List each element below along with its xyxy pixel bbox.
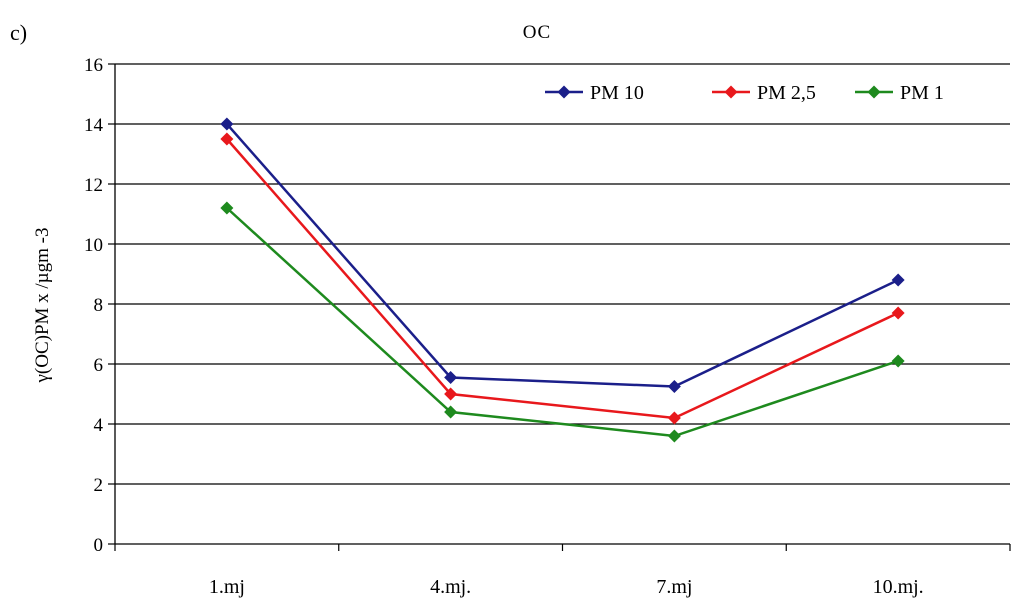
series-line	[226, 207, 899, 438]
legend-item: PM 1	[855, 82, 944, 104]
data-point	[891, 306, 905, 320]
y-tick-label: 2	[94, 475, 104, 496]
data-point	[220, 201, 234, 215]
legend-item: PM 2,5	[712, 82, 816, 104]
y-tick-label: 10	[84, 235, 103, 256]
x-tick-label: 10.mj.	[873, 576, 924, 598]
y-axis-label: γ(OC)PM x /µgm -3	[32, 228, 53, 384]
data-point	[667, 411, 681, 425]
legend-marker	[557, 85, 571, 99]
data-point	[220, 132, 234, 146]
grid	[115, 63, 1010, 485]
y-tick-label: 8	[94, 295, 104, 316]
x-tick-label: 4.mj.	[430, 576, 471, 598]
legend-marker	[867, 85, 881, 99]
data-point	[667, 380, 681, 393]
data-point	[667, 429, 681, 443]
legend-label: PM 2,5	[757, 82, 816, 104]
legend-label: PM 10	[590, 82, 644, 104]
axes: 0 2 4 6 8 10 12 14 16 1.mj 4.mj. 7.mj 10.mj.	[84, 55, 1011, 598]
x-tick-label: 1.mj	[209, 576, 245, 598]
data-point	[444, 371, 458, 384]
series-line	[225, 138, 899, 420]
y-tick-label: 16	[84, 55, 103, 76]
panel-label: c)	[10, 20, 27, 45]
data-point	[891, 273, 905, 287]
y-tick-label: 0	[94, 535, 104, 556]
series-line	[225, 123, 899, 388]
legend: PM 10 PM 2,5 PM 1	[545, 82, 944, 104]
series-pm-1	[220, 201, 905, 443]
data-point	[891, 354, 905, 368]
x-tick-label: 7.mj	[656, 576, 692, 598]
y-tick-label: 4	[94, 415, 104, 436]
chart-title: OC	[523, 22, 551, 43]
legend-marker	[724, 85, 738, 99]
data-point	[220, 117, 234, 131]
series-pm-10	[220, 117, 905, 393]
data-point	[444, 387, 458, 401]
legend-label: PM 1	[900, 82, 944, 104]
series-pm-2-5	[220, 132, 905, 425]
y-tick-label: 6	[94, 355, 104, 376]
y-tick-label: 14	[84, 115, 104, 136]
y-tick-label: 12	[84, 175, 103, 196]
legend-item: PM 10	[545, 82, 644, 104]
data-point	[444, 405, 458, 419]
plot-series	[220, 117, 905, 443]
